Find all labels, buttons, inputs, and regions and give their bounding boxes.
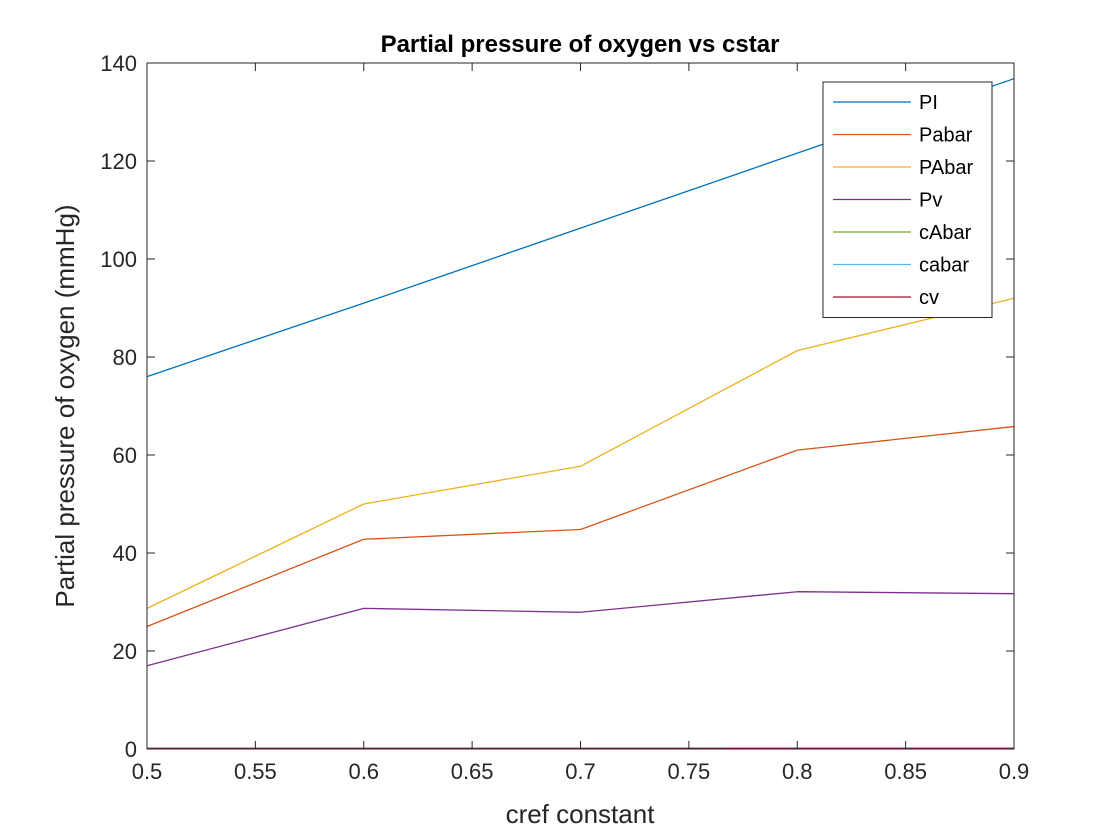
legend-label-pabar: PAbar xyxy=(919,157,973,179)
chart-title: Partial pressure of oxygen vs cstar xyxy=(381,31,780,58)
series-line-pabar xyxy=(146,425,1015,628)
legend-label-cabar: cAbar xyxy=(919,222,972,244)
x-tick-label: 0.7 xyxy=(565,759,596,784)
x-tick-label: 0.5 xyxy=(132,759,163,784)
y-tick-label: 20 xyxy=(113,639,137,664)
y-axis-title: Partial pressure of oxygen (mmHg) xyxy=(50,204,80,607)
y-tick-label: 100 xyxy=(100,247,137,272)
legend-label-cv: cv xyxy=(919,287,939,309)
x-tick-label: 0.6 xyxy=(348,759,379,784)
legend-label-pv: Pv xyxy=(919,190,942,212)
series-line-pv xyxy=(146,591,1015,667)
series-line-pabar xyxy=(146,297,1015,609)
x-tick-label: 0.55 xyxy=(234,759,277,784)
y-tick-label: 140 xyxy=(100,51,137,76)
y-tick-label: 40 xyxy=(113,541,137,566)
y-tick-label: 0 xyxy=(125,737,137,762)
x-tick-label: 0.8 xyxy=(782,759,813,784)
x-tick-label: 0.75 xyxy=(667,759,710,784)
x-axis-title: cref constant xyxy=(506,799,656,829)
legend-label-cabar: cabar xyxy=(919,255,969,277)
y-tick-label: 80 xyxy=(113,345,137,370)
legend-label-pi: PI xyxy=(919,92,938,114)
ticks-layer: 0.5 0.55 0.6 0.65 0.7 0.75 0.8 0.85 0.9 0 20 40 60 80… xyxy=(100,51,1029,784)
y-tick-label: 120 xyxy=(100,149,137,174)
legend: PI Pabar PAbar Pv cAbar cabar cv xyxy=(822,81,993,318)
x-tick-label: 0.85 xyxy=(884,759,927,784)
x-tick-label: 0.65 xyxy=(451,759,494,784)
x-tick-label: 0.9 xyxy=(999,759,1030,784)
y-tick-label: 60 xyxy=(113,443,137,468)
legend-label-pabar: Pabar xyxy=(919,125,973,147)
